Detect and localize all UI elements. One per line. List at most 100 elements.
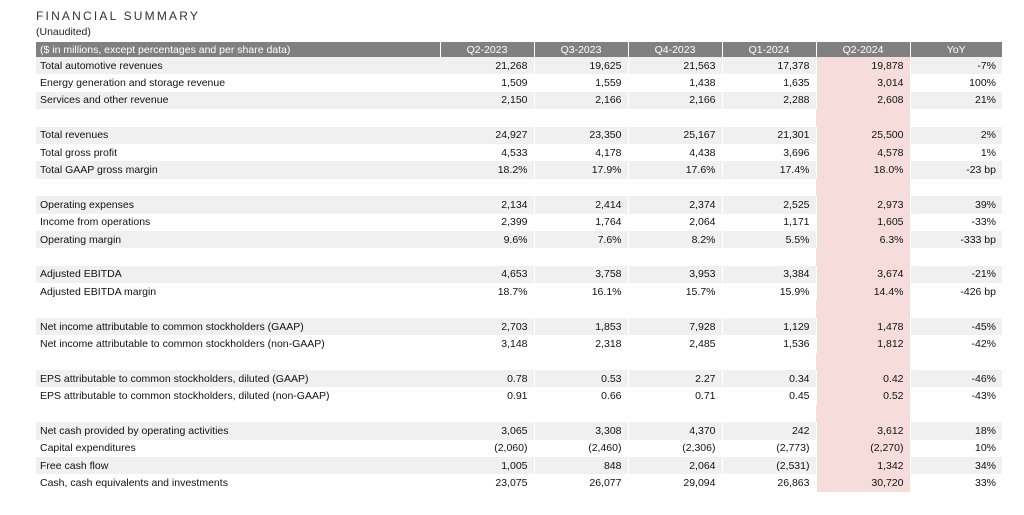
- row-label: Total GAAP gross margin: [36, 161, 440, 179]
- spacer-cell: [816, 404, 910, 423]
- spacer-cell: [910, 248, 1002, 266]
- spacer-cell: [628, 300, 722, 318]
- value-cell: 0.71: [628, 387, 723, 405]
- value-cell: 16.1%: [534, 283, 629, 301]
- yoy-cell: 10%: [910, 439, 1002, 457]
- header-label: ($ in millions, except percentages and p…: [36, 42, 441, 57]
- value-cell: 3,953: [628, 265, 723, 284]
- highlighted-value-cell: (2,270): [816, 439, 911, 457]
- value-cell: 29,094: [628, 474, 723, 492]
- table-row: Total revenues 24,927 23,350 25,167 21,301 25…: [36, 126, 1002, 144]
- value-cell: 1,559: [534, 74, 629, 92]
- spacer-cell: [722, 178, 816, 197]
- value-cell: 4,370: [628, 422, 723, 440]
- table-row: Operating margin 9.6% 7.6% 8.2% 5.5% 6.3% -333…: [36, 230, 1002, 249]
- table-body: Total automotive revenues 21,268 19,625 21,…: [36, 57, 1002, 492]
- row-label: Cash, cash equivalents and investments: [36, 474, 440, 492]
- yoy-cell: -333 bp: [910, 230, 1002, 249]
- header-column: Q4-2023: [628, 42, 723, 57]
- value-cell: 17.9%: [534, 161, 629, 179]
- row-label: Net cash provided by operating activitie…: [36, 422, 440, 440]
- value-cell: 2,703: [440, 317, 535, 336]
- group-spacer-row: [36, 109, 1002, 127]
- value-cell: 3,148: [440, 335, 535, 353]
- yoy-cell: 39%: [910, 196, 1002, 214]
- value-cell: 3,758: [534, 265, 629, 284]
- header-column: Q1-2024: [722, 42, 817, 57]
- spacer-cell: [36, 352, 440, 371]
- value-cell: 26,863: [722, 474, 817, 492]
- spacer-cell: [534, 109, 628, 127]
- value-cell: 17,378: [722, 57, 817, 75]
- row-label: Free cash flow: [36, 456, 440, 475]
- spacer-cell: [440, 300, 534, 318]
- value-cell: 15.9%: [722, 283, 817, 301]
- value-cell: 1,536: [722, 335, 817, 353]
- spacer-cell: [722, 109, 816, 127]
- table-row: Cash, cash equivalents and investments 23…: [36, 474, 1002, 492]
- value-cell: (2,531): [722, 456, 817, 475]
- yoy-cell: -7%: [910, 57, 1002, 75]
- row-label: Energy generation and storage revenue: [36, 74, 440, 92]
- group-spacer-row: [36, 248, 1002, 266]
- yoy-cell: -42%: [910, 335, 1002, 353]
- spacer-cell: [910, 352, 1002, 371]
- value-cell: 0.78: [440, 370, 535, 388]
- spacer-cell: [722, 248, 816, 266]
- spacer-cell: [534, 352, 628, 371]
- value-cell: 4,438: [628, 143, 723, 162]
- value-cell: 8.2%: [628, 230, 723, 249]
- value-cell: 2,525: [722, 196, 817, 214]
- spacer-cell: [816, 248, 910, 266]
- table-row: Capital expenditures (2,060) (2,460) (2,306…: [36, 439, 1002, 457]
- highlighted-value-cell: 1,812: [816, 335, 911, 353]
- value-cell: 1,764: [534, 213, 629, 231]
- yoy-cell: 1%: [910, 143, 1002, 162]
- spacer-cell: [816, 109, 910, 127]
- spacer-cell: [36, 300, 440, 318]
- highlighted-value-cell: 14.4%: [816, 283, 911, 301]
- header-column: YoY: [910, 42, 1002, 57]
- row-label: EPS attributable to common stockholders,…: [36, 370, 440, 388]
- value-cell: 242: [722, 422, 817, 440]
- value-cell: (2,773): [722, 439, 817, 457]
- value-cell: 18.2%: [440, 161, 535, 179]
- table-header-row: ($ in millions, except percentages and p…: [36, 42, 1002, 57]
- spacer-cell: [440, 248, 534, 266]
- table-row: Income from operations 2,399 1,764 2,064 1,1…: [36, 213, 1002, 231]
- yoy-cell: 18%: [910, 422, 1002, 440]
- table-row: Energy generation and storage revenue 1,5…: [36, 74, 1002, 92]
- highlighted-value-cell: 1,605: [816, 213, 911, 231]
- spacer-cell: [722, 404, 816, 423]
- value-cell: 1,005: [440, 456, 535, 475]
- value-cell: 2,166: [534, 91, 629, 110]
- table-row: Total gross profit 4,533 4,178 4,438 3,696 4,…: [36, 143, 1002, 162]
- table-row: Services and other revenue 2,150 2,166 2,16…: [36, 91, 1002, 110]
- value-cell: 21,301: [722, 126, 817, 144]
- yoy-cell: 100%: [910, 74, 1002, 92]
- row-label: Total gross profit: [36, 143, 440, 162]
- value-cell: (2,460): [534, 439, 629, 457]
- highlighted-value-cell: 19,878: [816, 57, 911, 75]
- yoy-cell: -23 bp: [910, 161, 1002, 179]
- spacer-cell: [534, 300, 628, 318]
- highlighted-value-cell: 6.3%: [816, 230, 911, 249]
- spacer-cell: [722, 300, 816, 318]
- highlighted-value-cell: 25,500: [816, 126, 911, 144]
- value-cell: 23,075: [440, 474, 535, 492]
- row-label: EPS attributable to common stockholders,…: [36, 387, 440, 405]
- yoy-cell: -426 bp: [910, 283, 1002, 301]
- yoy-cell: 21%: [910, 91, 1002, 110]
- spacer-cell: [910, 178, 1002, 197]
- spacer-cell: [628, 178, 722, 197]
- spacer-cell: [722, 352, 816, 371]
- value-cell: 0.34: [722, 370, 817, 388]
- row-label: Total revenues: [36, 126, 440, 144]
- value-cell: 2,414: [534, 196, 629, 214]
- group-spacer-row: [36, 404, 1002, 423]
- row-label: Services and other revenue: [36, 91, 440, 110]
- value-cell: 3,696: [722, 143, 817, 162]
- value-cell: 1,438: [628, 74, 723, 92]
- spacer-cell: [628, 248, 722, 266]
